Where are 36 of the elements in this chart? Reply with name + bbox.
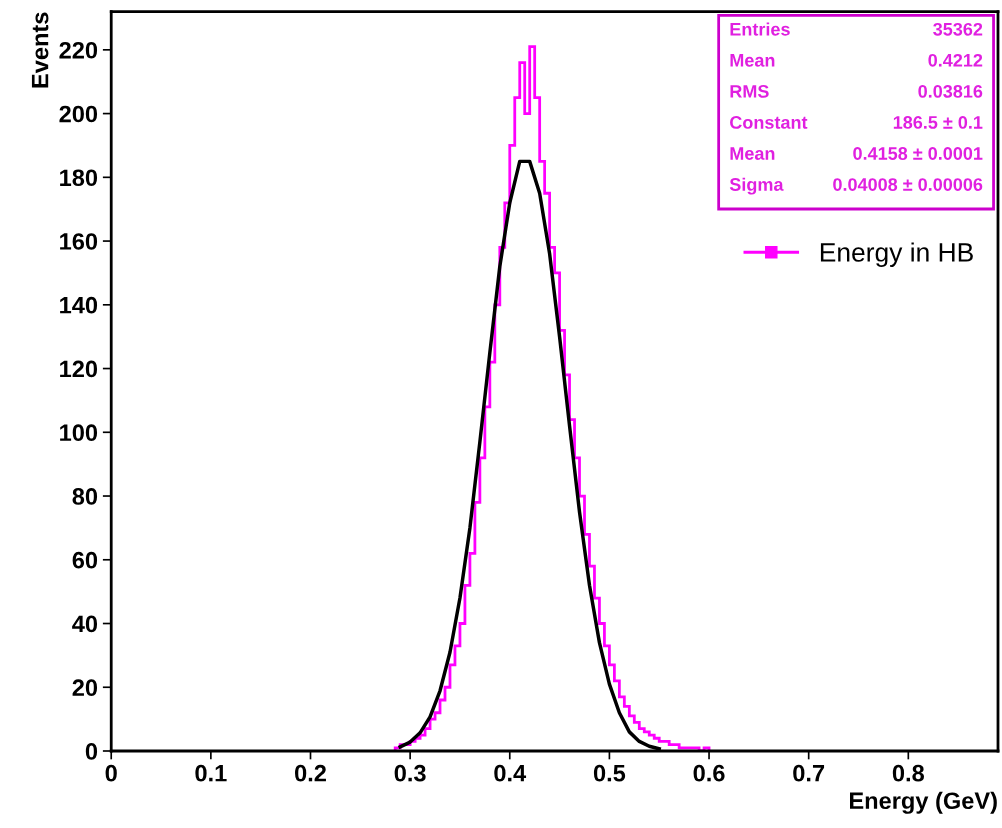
- x-tick-label: 0.3: [394, 764, 426, 782]
- annotation: Constant: [730, 116, 808, 129]
- y-tick-label: 20: [72, 679, 98, 697]
- annotation: RMS: [730, 84, 769, 98]
- y-tick-label: 0: [85, 743, 98, 760]
- y-tick-label: 40: [72, 615, 98, 633]
- x-tick-label: 0.7: [793, 764, 825, 782]
- annotation: Mean: [730, 147, 775, 160]
- annotation: 186.5 ± 0.1: [893, 116, 983, 129]
- y-tick-label: 180: [60, 169, 98, 187]
- x-tick-label: 0.6: [693, 764, 725, 782]
- y-tick-label: 220: [59, 41, 98, 59]
- y-axis-title: Events: [31, 12, 49, 88]
- x-tick-label: 0.1: [195, 764, 227, 782]
- annotation: 0.4158 ± 0.0001: [853, 147, 983, 160]
- y-tick-label: 140: [60, 296, 98, 314]
- annotation: 0.4212: [928, 53, 983, 67]
- y-tick-label: 200: [59, 105, 98, 123]
- annotation: 0.04008 ± 0.00006: [833, 178, 983, 191]
- annotation: Entries: [730, 22, 790, 36]
- annotation: Mean: [730, 54, 775, 67]
- x-axis-title: Energy (GeV): [850, 791, 997, 814]
- annotation: Sigma: [729, 177, 784, 195]
- x-tick-label: 0.8: [892, 764, 925, 782]
- annotation: 0.03816: [918, 84, 983, 98]
- y-tick-label: 100: [60, 424, 98, 442]
- y-tick-label: 120: [60, 360, 98, 378]
- x-tick-label: 0: [105, 764, 117, 782]
- x-tick-label: 0.5: [593, 764, 626, 782]
- x-tick-label: 0.4: [494, 764, 527, 782]
- y-tick-label: 80: [72, 488, 98, 505]
- annotation: 35362: [933, 22, 983, 36]
- x-tick-label: 0.2: [295, 764, 326, 782]
- y-tick-label: 160: [60, 233, 98, 250]
- legend-label: Energy in HB: [820, 242, 973, 267]
- y-tick-label: 60: [72, 551, 98, 569]
